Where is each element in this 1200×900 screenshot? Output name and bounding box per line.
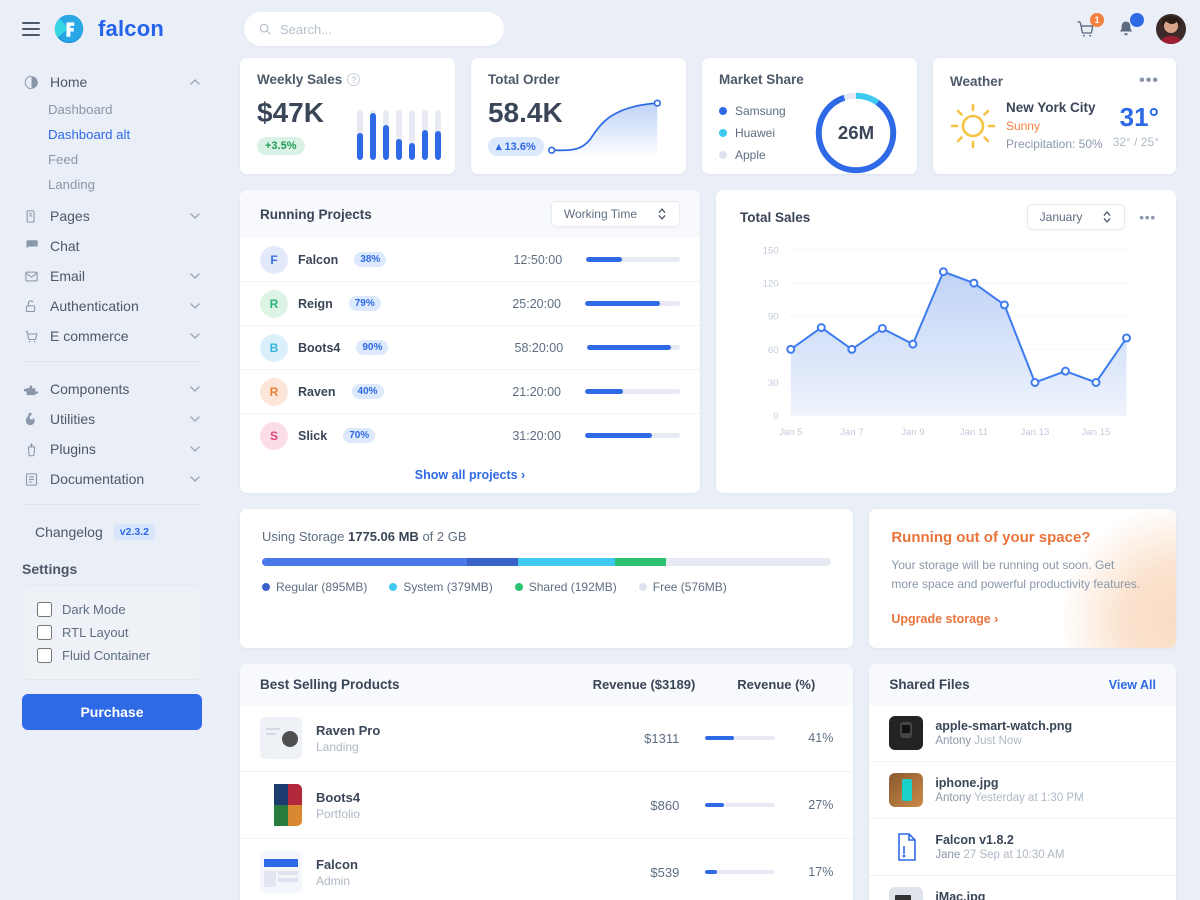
svg-text:150: 150 — [763, 245, 779, 256]
svg-text:0: 0 — [773, 411, 778, 422]
svg-text:Jan 11: Jan 11 — [960, 427, 988, 438]
svg-text:30: 30 — [768, 378, 779, 389]
svg-text:Jan 7: Jan 7 — [840, 427, 863, 438]
svg-text:Jan 9: Jan 9 — [901, 427, 924, 438]
svg-text:Jan 15: Jan 15 — [1082, 427, 1111, 438]
svg-text:Jan 5: Jan 5 — [779, 427, 802, 438]
svg-text:Jan 13: Jan 13 — [1021, 427, 1050, 438]
svg-text:90: 90 — [768, 312, 779, 323]
svg-text:26M: 26M — [838, 122, 874, 143]
svg-text:120: 120 — [763, 279, 779, 290]
svg-text:60: 60 — [768, 345, 779, 356]
